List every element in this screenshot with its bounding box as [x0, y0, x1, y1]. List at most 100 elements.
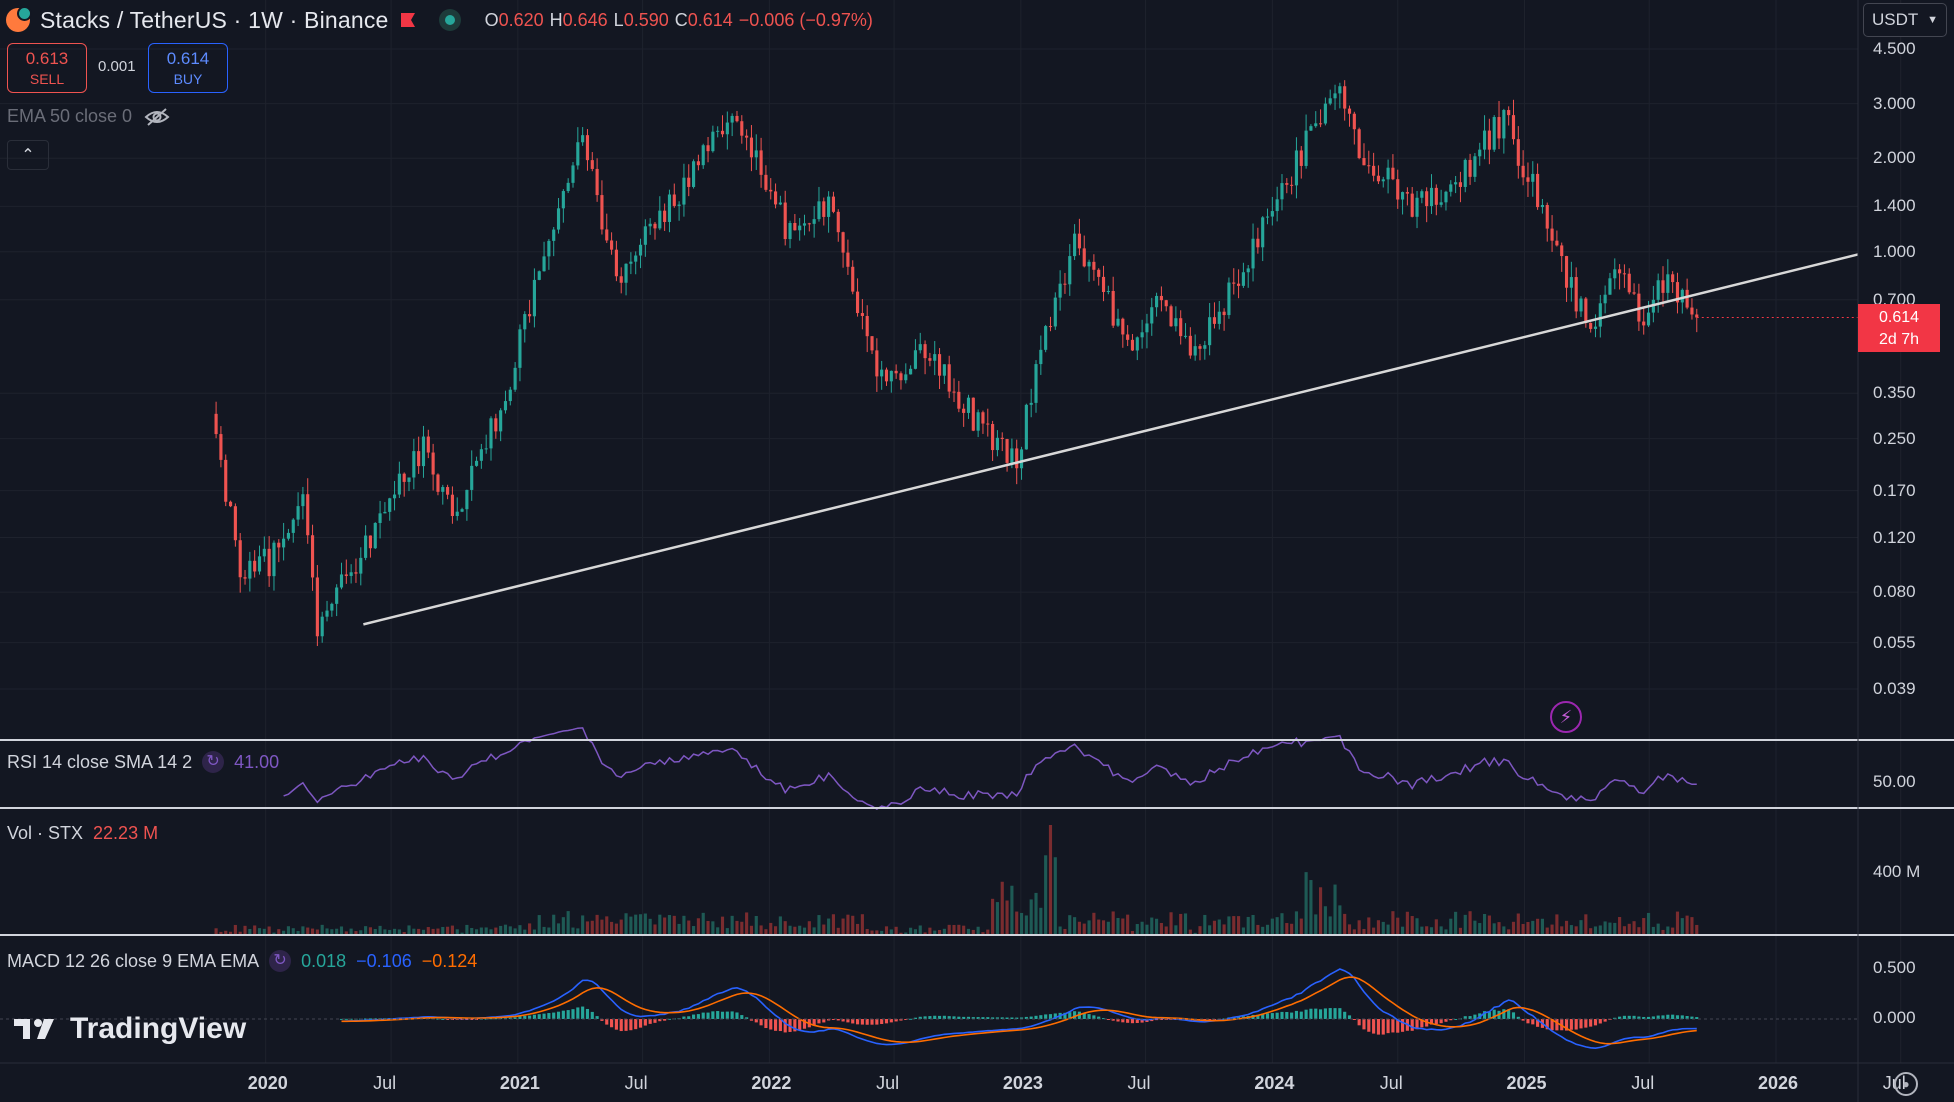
volume-bar — [1449, 918, 1453, 935]
candle-body — [267, 548, 271, 577]
volume-bar — [1232, 916, 1236, 935]
symbol-title[interactable]: Stacks / TetherUS · 1W · Binance — [40, 6, 389, 33]
candle-body — [291, 519, 295, 533]
candle-body — [957, 391, 961, 409]
price-axis-label: 2.000 — [1873, 148, 1916, 168]
macd-histogram-bar — [1106, 1019, 1110, 1020]
eye-hidden-icon[interactable] — [144, 107, 170, 127]
volume-bar — [1198, 926, 1202, 935]
candle-body — [701, 145, 705, 166]
price-axis-label: 0.039 — [1873, 679, 1916, 698]
volume-bar — [817, 915, 821, 935]
volume-bar — [962, 925, 966, 935]
macd-histogram-bar — [1545, 1019, 1549, 1030]
lightning-icon[interactable]: ⚡ — [1550, 701, 1582, 733]
candle-body — [248, 560, 252, 579]
volume-bar — [301, 926, 305, 935]
flag-icon[interactable] — [399, 12, 417, 28]
candle-body — [1328, 98, 1332, 104]
macd-legend[interactable]: MACD 12 26 close 9 EMA EMA ↻ 0.018 −0.10… — [7, 950, 477, 972]
macd-histogram-bar — [610, 1019, 614, 1028]
volume-bar — [1425, 926, 1429, 935]
volume-bar — [1227, 916, 1231, 935]
volume-bar — [1347, 924, 1352, 935]
volume-bar — [1593, 926, 1598, 935]
volume-bar — [1656, 923, 1660, 935]
candle-body — [224, 459, 228, 502]
macd-legend-text: MACD 12 26 close 9 EMA EMA — [7, 950, 260, 971]
volume-bar — [894, 926, 898, 935]
rsi-legend[interactable]: RSI 14 close SMA 14 2 ↻ 41.00 — [7, 751, 279, 773]
volume-bar — [470, 927, 474, 935]
macd-histogram-bar — [1526, 1019, 1530, 1024]
volume-bar — [658, 914, 662, 935]
volume-bar — [745, 912, 749, 935]
ema-legend[interactable]: EMA 50 close 0 — [7, 106, 170, 127]
volume-bar — [629, 916, 633, 935]
volume-bar — [1068, 915, 1072, 935]
candle-body — [1053, 297, 1057, 327]
candle-body — [909, 368, 913, 375]
volume-bar — [306, 927, 310, 935]
macd-histogram-bar — [1574, 1019, 1578, 1030]
candle-body — [605, 229, 609, 241]
candle-body — [542, 256, 546, 272]
candle-body — [1622, 273, 1626, 275]
candle-body — [1603, 294, 1607, 304]
candle-body — [1232, 282, 1236, 284]
volume-bar — [1343, 913, 1347, 935]
macd-histogram-bar — [884, 1019, 889, 1024]
macd-histogram-bar — [590, 1011, 594, 1019]
collapse-legend-button[interactable]: ⌃ — [7, 140, 49, 170]
volume-bar — [1492, 923, 1496, 935]
macd-histogram-bar — [1675, 1015, 1680, 1019]
volume-bar — [1478, 923, 1482, 935]
volume-bar — [286, 926, 291, 935]
volume-bar — [1637, 927, 1641, 935]
candle-body — [1449, 184, 1453, 192]
ohlc-value: 0.646 — [562, 9, 608, 30]
volume-bar — [687, 920, 691, 935]
buy-button[interactable]: 0.614 BUY — [148, 43, 228, 93]
volume-bar — [474, 929, 479, 935]
gear-icon[interactable]: ● — [1894, 1072, 1918, 1096]
volume-bar — [518, 925, 522, 935]
candle-body — [1362, 158, 1366, 166]
candle-body — [1410, 193, 1414, 217]
trendline[interactable] — [363, 253, 1859, 626]
volume-bar — [585, 921, 590, 935]
candle-body — [1415, 197, 1419, 217]
tradingview-logo[interactable]: TradingView — [12, 1012, 246, 1046]
macd-histogram-bar — [942, 1015, 946, 1019]
candle-body — [508, 389, 512, 402]
macd-histogram-bar — [556, 1011, 561, 1019]
price-axis-label: 4.500 — [1873, 39, 1916, 58]
candle-body — [1251, 238, 1255, 269]
candle-body — [310, 535, 315, 578]
candle-body — [759, 150, 763, 175]
refresh-icon[interactable]: ↻ — [269, 950, 292, 972]
sell-button[interactable]: 0.613 SELL — [7, 43, 87, 93]
refresh-icon[interactable]: ↻ — [202, 751, 225, 773]
macd-histogram-bar — [764, 1019, 768, 1029]
candle-body — [219, 434, 223, 460]
macd-histogram-bar — [566, 1010, 570, 1019]
candle-body — [884, 369, 889, 382]
candle-body — [1386, 167, 1390, 180]
macd-histogram-bar — [1362, 1019, 1366, 1030]
macd-histogram-bar — [1155, 1019, 1159, 1021]
macd-histogram-bar — [619, 1019, 623, 1032]
volume-bar — [1613, 922, 1617, 935]
candle-body — [1574, 277, 1578, 312]
currency-select[interactable]: USDT ▼ — [1863, 3, 1947, 37]
volume-bar — [1598, 925, 1602, 935]
macd-histogram-bar — [1536, 1019, 1540, 1027]
volume-legend[interactable]: Vol · STX 22.23 M — [7, 823, 158, 844]
volume-bar — [576, 928, 580, 935]
candle-body — [1526, 177, 1530, 182]
volume-bar — [267, 926, 271, 935]
macd-signal-value: −0.124 — [421, 950, 478, 971]
ohlc-value: 0.614 — [687, 9, 733, 30]
candle-body — [610, 240, 614, 250]
